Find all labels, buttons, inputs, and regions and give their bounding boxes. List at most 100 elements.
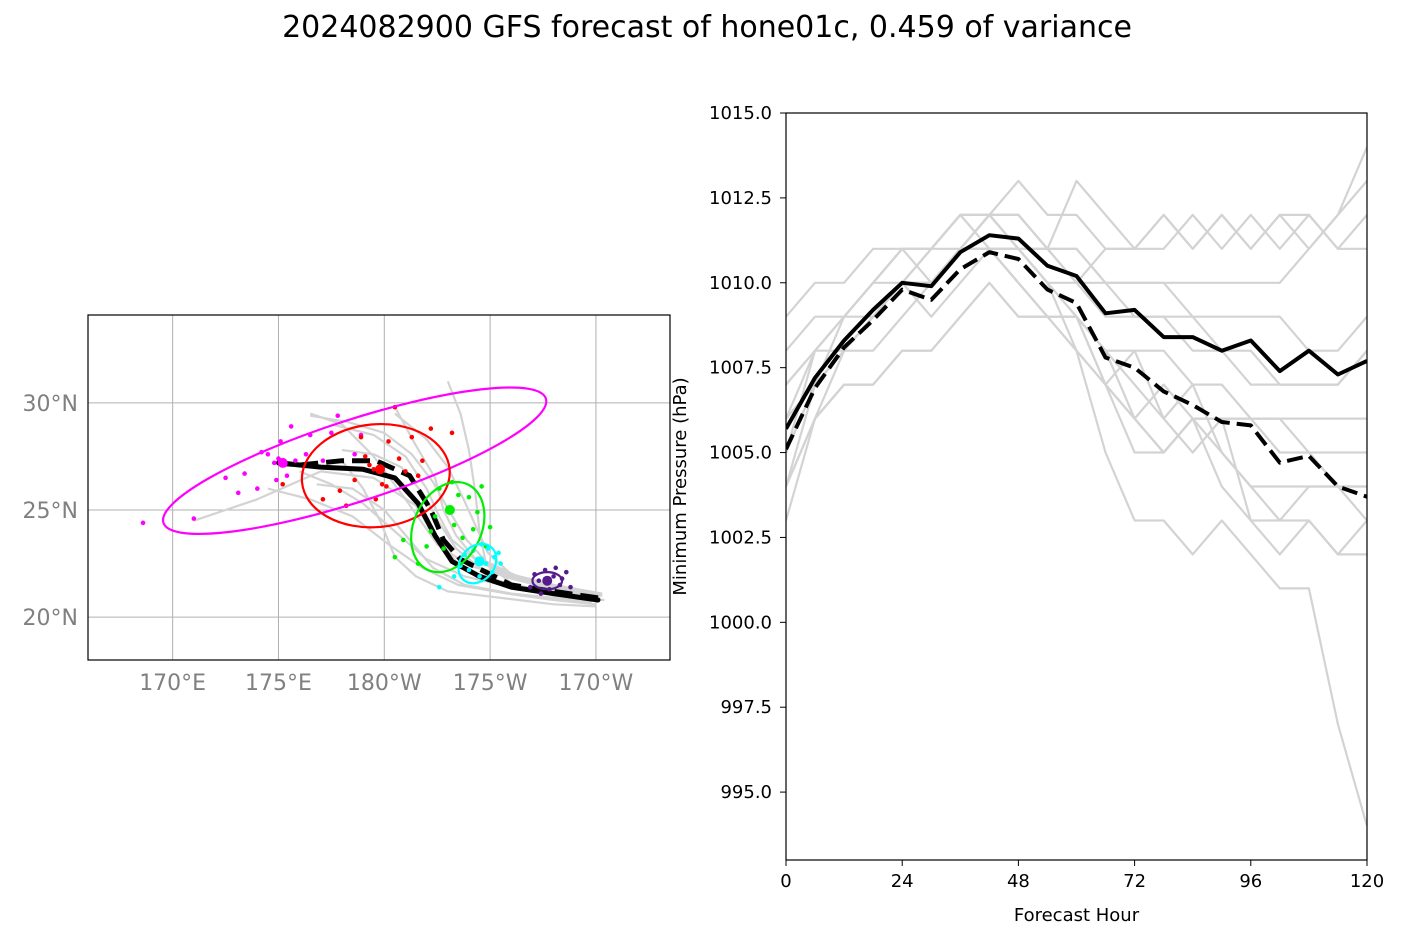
forecast-point-24h [288,424,294,429]
pressure-y-tick-label: 1000.0 [709,612,772,633]
forecast-point-72h [428,529,434,534]
forecast-point-48h [352,477,357,483]
uncertainty-ellipse-72h [410,480,486,574]
map-x-tick-label: 175°E [245,671,312,696]
forecast-point-120h [536,578,542,584]
ensemble-pressure-line [786,213,1367,453]
forecast-point-120h [568,584,573,590]
map-x-tick-label: 170°W [559,671,634,696]
figure-title: 2024082900 GFS forecast of hone01c, 0.45… [282,10,1132,45]
forecast-point-96h [485,546,491,551]
forecast-point-96h [477,574,482,579]
ensemble-pressure-line [786,247,1367,827]
pressure-y-tick-label: 1005.0 [709,443,772,464]
forecast-point-96h [437,584,442,590]
forecast-point-24h [255,486,260,491]
forecast-mean-point-48h [375,464,386,475]
forecast-point-24h [352,451,357,457]
forecast-point-48h [358,434,364,440]
map-x-tick-label: 175°W [453,671,528,696]
forecast-point-72h [466,494,472,500]
uncertainty-ellipse-24h [161,386,548,536]
forecast-point-120h [563,569,569,575]
forecast-mean-point-96h [474,556,485,567]
forecast-point-72h [470,526,476,532]
forecast-point-96h [466,567,472,573]
forecast-point-48h [420,458,425,464]
forecast-point-24h [265,451,271,457]
forecast-point-48h [449,430,455,436]
forecast-point-72h [487,524,493,530]
pressure-x-tick-label: 72 [1123,871,1146,892]
pressure-panel: 0 24 48 72 96 120 995.0 997.5 1000.0 1002.5 1005.0… [670,103,1384,926]
pressure-x-axis-label: Forecast Hour [1014,905,1140,926]
forecast-point-24h [191,516,197,521]
pressure-y-tick-label: 995.0 [720,782,772,803]
forecast-point-24h [235,490,241,496]
forecast-point-24h [271,460,277,466]
pressure-y-tick-label: 1015.0 [709,103,772,124]
forecast-point-48h [367,462,372,468]
forecast-point-72h [475,509,480,515]
forecast-point-120h [553,565,559,571]
forecast-point-72h [479,484,484,489]
forecast-point-48h [371,466,377,472]
ensemble-pressure-line [786,179,1367,420]
forecast-point-72h [460,535,465,541]
map-y-tick-label: 20°N [23,606,78,631]
forecast-point-96h [498,561,503,566]
deterministic-track [278,458,599,601]
forecast-point-48h [428,426,434,431]
pressure-x-tick-label: 0 [780,871,791,892]
forecast-point-24h [303,451,309,457]
deterministic-pressure-line [786,250,1367,499]
pressure-frame [785,112,1368,861]
forecast-point-24h [320,458,326,464]
forecast-point-48h [415,473,421,479]
forecast-point-48h [337,488,343,494]
forecast-point-48h [362,454,368,459]
forecast-point-72h [424,544,429,549]
mean-pressure-line [786,233,1367,430]
forecast-point-24h [223,475,228,481]
pressure-y-tick-label: 1012.5 [709,188,772,209]
map-plot-area [88,315,670,660]
forecast-point-96h [451,574,457,579]
uncertainty-ellipse-48h [300,422,451,529]
forecast-point-72h [456,492,461,498]
ensemble-pressure-line [786,281,1367,487]
pressure-y-tick-label: 1007.5 [709,358,772,379]
forecast-point-48h [409,434,415,440]
forecast-point-24h [274,477,279,483]
forecast-point-120h [528,584,533,590]
pressure-y-tick-label: 1002.5 [709,527,772,548]
forecast-point-48h [403,469,408,474]
ensemble-track [316,483,592,604]
pressure-plot-area [786,146,1367,827]
forecast-point-120h [551,574,556,579]
forecast-point-48h [384,484,389,489]
uncertainty-ellipse-120h [531,571,564,591]
map-x-tick-label: 180°W [347,671,422,696]
forecast-point-24h [335,413,341,419]
forecast-point-48h [386,439,391,444]
forecast-point-48h [320,496,326,502]
forecast-point-48h [280,481,286,487]
ensemble-pressure-line [786,247,1367,556]
forecast-point-72h [451,522,457,528]
forecast-point-120h [538,591,544,596]
mean-track [276,460,601,603]
forecast-point-24h [140,520,146,526]
track-map-panel: 170°E 175°E 180°W 175°W 170°W 20°N 25°N 30°N [23,314,671,696]
forecast-point-72h [392,554,398,560]
forecast-point-24h [242,471,247,476]
uncertainty-ellipse-96h [457,542,498,585]
pressure-y-axis-label: Minimum Pressure (hPa) [670,377,691,595]
forecast-point-72h [441,546,446,551]
pressure-x-tick-label: 120 [1350,871,1384,892]
map-y-tick-label: 30°N [23,392,78,417]
map-x-tick-label: 170°E [139,671,206,696]
pressure-y-tick-label: 997.5 [720,697,772,718]
forecast-mean-point-24h [277,457,288,468]
